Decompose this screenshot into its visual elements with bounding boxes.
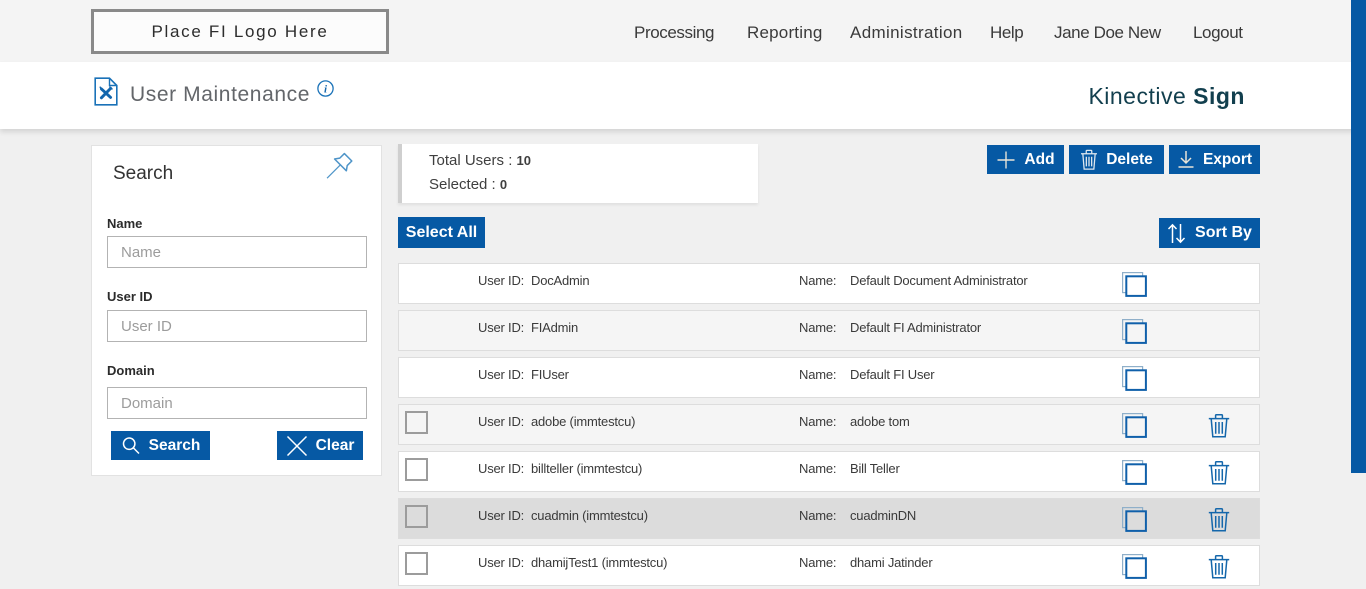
svg-text:i: i — [324, 83, 328, 95]
